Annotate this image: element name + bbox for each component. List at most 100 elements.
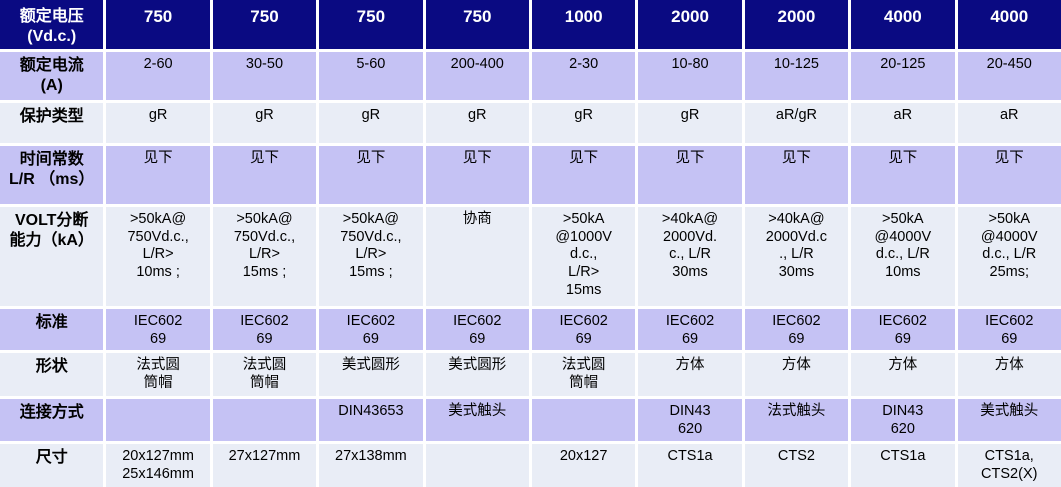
table-cell: IEC602 69 (106, 309, 210, 351)
table-cell: 2-60 (106, 52, 210, 100)
header-cell: 2000 (638, 0, 742, 49)
table-cell: IEC602 69 (957, 309, 1061, 351)
row-label-breaking-capacity: VOLT分断 能力（kA） (0, 207, 104, 306)
header-cell: 750 (319, 0, 423, 49)
table-cell: 法式圆 筒帽 (212, 353, 317, 397)
table-row-rated-voltage: 额定电压 (Vd.c.) 750 750 750 750 1000 2000 2… (0, 0, 1061, 49)
table-cell: 200-400 (425, 52, 529, 100)
table-cell: gR (319, 103, 423, 143)
table-row-breaking-capacity: VOLT分断 能力（kA） >50kA@ 750Vd.c., L/R> 10ms… (0, 207, 1061, 306)
table-cell: 20x127 (531, 444, 636, 487)
table-cell: 2-30 (531, 52, 636, 100)
header-cell: 1000 (531, 0, 636, 49)
header-cell: 750 (425, 0, 529, 49)
table-cell: IEC602 69 (531, 309, 636, 351)
table-cell: 美式圆形 (425, 353, 529, 397)
table-cell: IEC602 69 (851, 309, 955, 351)
table-cell: >50kA @1000V d.c., L/R> 15ms (531, 207, 636, 306)
row-label-shape: 形状 (0, 353, 104, 397)
row-label-dimensions: 尺寸 (0, 444, 104, 487)
table-row-rated-current: 额定电流 (A) 2-60 30-50 5-60 200-400 2-30 10… (0, 52, 1061, 100)
table-row-standard: 标准 IEC602 69 IEC602 69 IEC602 69 IEC602 … (0, 309, 1061, 351)
table-cell: 20-450 (957, 52, 1061, 100)
header-cell: 4000 (851, 0, 955, 49)
table-cell: >50kA@ 750Vd.c., L/R> 10ms ; (106, 207, 210, 306)
table-cell: 法式触头 (744, 399, 849, 442)
table-cell: 5-60 (319, 52, 423, 100)
table-cell: IEC602 69 (319, 309, 423, 351)
table-cell: 方体 (957, 353, 1061, 397)
table-cell: 见下 (425, 146, 529, 204)
table-cell: IEC602 69 (212, 309, 317, 351)
table-cell: aR (957, 103, 1061, 143)
table-row-connection: 连接方式 DIN43653 美式触头 DIN43 620 法式触头 DIN43 … (0, 399, 1061, 442)
table-cell: IEC602 69 (744, 309, 849, 351)
table-cell (212, 399, 317, 442)
table-cell: DIN43 620 (851, 399, 955, 442)
table-cell: >40kA@ 2000Vd. c., L/R 30ms (638, 207, 742, 306)
header-cell: 2000 (744, 0, 849, 49)
table-cell: 10-125 (744, 52, 849, 100)
table-cell: 美式触头 (957, 399, 1061, 442)
row-label-standard: 标准 (0, 309, 104, 351)
table-cell: 见下 (531, 146, 636, 204)
table-cell: 见下 (851, 146, 955, 204)
table-row-protection-type: 保护类型 gR gR gR gR gR gR aR/gR aR aR (0, 103, 1061, 143)
row-label-rated-voltage: 额定电压 (Vd.c.) (0, 0, 104, 49)
table-cell: 见下 (212, 146, 317, 204)
header-cell: 750 (212, 0, 317, 49)
table-cell: 方体 (744, 353, 849, 397)
table-cell: >40kA@ 2000Vd.c ., L/R 30ms (744, 207, 849, 306)
table-cell: 27x138mm (319, 444, 423, 487)
table-cell: IEC602 69 (638, 309, 742, 351)
table-cell: 美式圆形 (319, 353, 423, 397)
table-cell: CTS1a (638, 444, 742, 487)
table-cell: gR (638, 103, 742, 143)
table-row-shape: 形状 法式圆 筒帽 法式圆 筒帽 美式圆形 美式圆形 法式圆 筒帽 方体 方体 … (0, 353, 1061, 397)
table-cell: CTS1a, CTS2(X) (957, 444, 1061, 487)
table-cell: 30-50 (212, 52, 317, 100)
table-cell: gR (106, 103, 210, 143)
row-label-protection-type: 保护类型 (0, 103, 104, 143)
table-cell: DIN43 620 (638, 399, 742, 442)
table-cell: 20x127mm 25x146mm (106, 444, 210, 487)
table-cell: aR (851, 103, 955, 143)
table-cell: 协商 (425, 207, 529, 306)
table-cell: >50kA@ 750Vd.c., L/R> 15ms ; (319, 207, 423, 306)
table-cell: >50kA@ 750Vd.c., L/R> 15ms ; (212, 207, 317, 306)
table-cell: DIN43653 (319, 399, 423, 442)
table-cell: 方体 (851, 353, 955, 397)
table-cell: 20-125 (851, 52, 955, 100)
table-cell (531, 399, 636, 442)
table-cell: >50kA @4000V d.c., L/R 10ms (851, 207, 955, 306)
table-cell: CTS2 (744, 444, 849, 487)
header-cell: 4000 (957, 0, 1061, 49)
table-row-dimensions: 尺寸 20x127mm 25x146mm 27x127mm 27x138mm 2… (0, 444, 1061, 487)
table-cell: 方体 (638, 353, 742, 397)
table-row-time-constant: 时间常数 L/R （ms） 见下 见下 见下 见下 见下 见下 见下 见下 见下 (0, 146, 1061, 204)
table-cell: 见下 (744, 146, 849, 204)
table-cell: 法式圆 筒帽 (531, 353, 636, 397)
table-cell: 见下 (319, 146, 423, 204)
table-cell (106, 399, 210, 442)
row-label-time-constant: 时间常数 L/R （ms） (0, 146, 104, 204)
table-cell: 10-80 (638, 52, 742, 100)
table-cell: gR (425, 103, 529, 143)
table-cell: >50kA @4000V d.c., L/R 25ms; (957, 207, 1061, 306)
table-cell: gR (212, 103, 317, 143)
table-cell: gR (531, 103, 636, 143)
table-cell: IEC602 69 (425, 309, 529, 351)
table-cell: 27x127mm (212, 444, 317, 487)
table-cell (425, 444, 529, 487)
table-cell: aR/gR (744, 103, 849, 143)
header-cell: 750 (106, 0, 210, 49)
table-cell: 美式触头 (425, 399, 529, 442)
table-cell: 法式圆 筒帽 (106, 353, 210, 397)
table-cell: 见下 (638, 146, 742, 204)
table-cell: 见下 (106, 146, 210, 204)
row-label-rated-current: 额定电流 (A) (0, 52, 104, 100)
row-label-connection: 连接方式 (0, 399, 104, 442)
table-cell: 见下 (957, 146, 1061, 204)
